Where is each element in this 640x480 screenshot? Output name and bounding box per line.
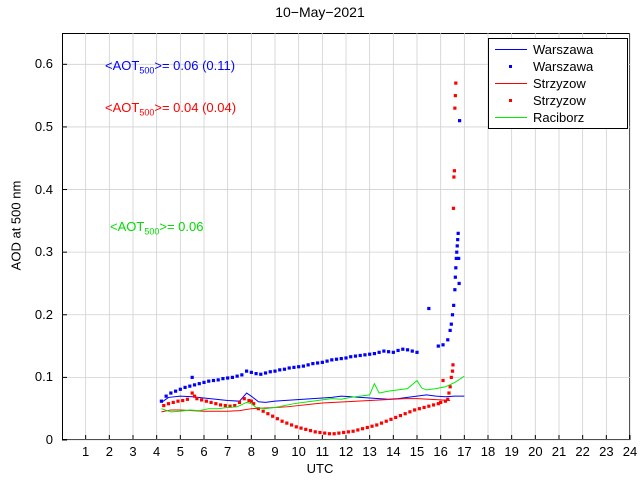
x-tick-label: 23 (599, 444, 614, 459)
x-tick-label: 10 (291, 444, 306, 459)
y-tick-label: 0 (45, 432, 53, 447)
y-axis-label: AOD at 500 nm (8, 180, 24, 271)
legend-line-swatch (489, 75, 533, 92)
x-tick-label: 18 (480, 444, 496, 459)
legend-label: Strzyzow (533, 93, 586, 108)
x-tick-label: 12 (338, 444, 354, 459)
x-tick-label: 7 (224, 444, 232, 459)
x-tick-label: 17 (457, 444, 472, 459)
x-tick-label: 13 (362, 444, 377, 459)
legend-line-swatch (489, 41, 533, 58)
x-tick-label: 11 (315, 444, 330, 459)
y-tick-label: 0.6 (34, 56, 53, 72)
chart-title: 10−May−2021 (275, 4, 365, 20)
legend-line-swatch (489, 109, 533, 126)
legend-item: Warszawa (489, 58, 627, 75)
x-tick-label: 1 (82, 444, 90, 459)
y-tick-label: 0.3 (34, 244, 53, 260)
x-tick-label: 5 (176, 444, 184, 459)
legend-item: Warszawa (489, 41, 627, 58)
x-tick-label: 16 (433, 444, 448, 459)
x-tick-label: 15 (409, 444, 425, 459)
x-tick-label: 21 (551, 444, 567, 459)
y-tick-label: 0.5 (34, 118, 53, 134)
legend-label: Strzyzow (533, 76, 586, 91)
x-tick-label: 22 (575, 444, 590, 459)
x-tick-label: 20 (528, 444, 543, 459)
legend-label: Raciborz (533, 110, 585, 125)
x-tick-label: 14 (386, 444, 401, 459)
legend-dot-swatch (489, 58, 533, 75)
x-axis-label: UTC (306, 461, 334, 476)
legend-item: Raciborz (489, 109, 627, 126)
legend-dot-swatch (489, 92, 533, 109)
x-tick-label: 19 (504, 444, 519, 459)
x-tick-label: 8 (247, 444, 255, 459)
legend-item: Strzyzow (489, 92, 627, 109)
x-tick-label: 2 (105, 444, 113, 459)
x-tick-label: 3 (129, 444, 137, 459)
legend-item: Strzyzow (489, 75, 627, 92)
x-tick-label: 24 (622, 444, 638, 459)
y-tick-label: 0.1 (34, 369, 53, 385)
y-tick-label: 0.4 (34, 181, 53, 197)
legend: Warszawa Warszawa Strzyzow Strzyzow Raciborz (488, 38, 628, 129)
x-tick-label: 4 (153, 444, 161, 459)
legend-label: Warszawa (533, 59, 594, 74)
legend-label: Warszawa (533, 42, 594, 57)
x-tick-label: 6 (200, 444, 208, 459)
y-tick-label: 0.2 (34, 306, 53, 322)
x-tick-label: 9 (271, 444, 279, 459)
